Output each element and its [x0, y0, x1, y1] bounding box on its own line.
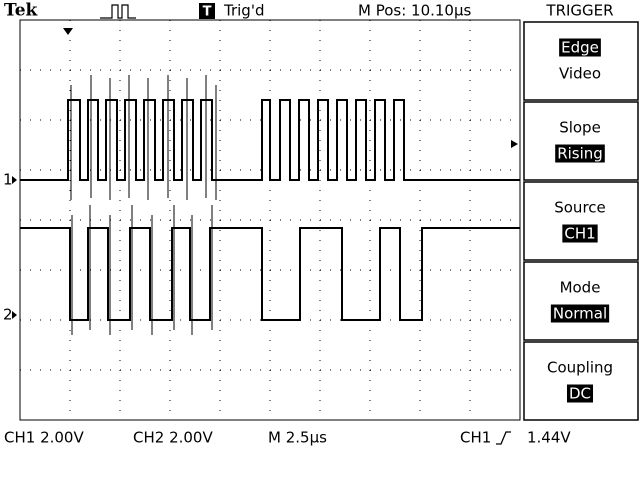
trigger-icon: T	[203, 5, 212, 20]
ch2-arrow	[12, 311, 17, 319]
graticule-border	[19, 19, 521, 421]
ch1-waveform	[20, 99, 520, 181]
menu-option: Video	[559, 65, 601, 83]
menu-option: Edge	[561, 39, 599, 57]
horizontal-position: M Pos: 10.10µs	[358, 2, 472, 20]
menu-value: Normal	[553, 305, 607, 323]
trigger-source: CH1	[460, 429, 491, 447]
menu-title: TRIGGER	[545, 2, 613, 20]
acquisition-icon	[100, 4, 136, 19]
menu-highlight	[555, 144, 605, 163]
timebase: M 2.5µs	[268, 429, 327, 447]
trigger-position-marker	[63, 28, 73, 35]
ch2-waveform	[20, 227, 520, 321]
ch1-marker: 1	[3, 171, 13, 189]
trigger-slope-icon	[496, 431, 511, 445]
menu-highlight	[566, 384, 594, 403]
menu-box	[523, 341, 639, 421]
trigger-level-marker	[511, 140, 518, 148]
menu-value: DC	[569, 385, 591, 403]
menu-box	[523, 101, 639, 181]
trigger-icon-box	[199, 3, 215, 19]
brand: Tek	[4, 1, 39, 21]
menu-highlight	[559, 38, 601, 57]
ch1-ringing	[70, 75, 217, 200]
menu-label: Slope	[559, 119, 601, 137]
menu-value: CH1	[564, 225, 595, 243]
trigger-menu: Edge Video Slope Rising Source CH1 Mode Normal C…	[523, 21, 639, 421]
menu-label: Coupling	[547, 359, 613, 377]
ch2-marker: 2	[3, 306, 13, 324]
ch2-ringing	[71, 205, 213, 335]
trigger-status: Trig'd	[223, 2, 264, 20]
ch2-scale: CH2 2.00V	[133, 429, 213, 447]
menu-value: Rising	[557, 145, 603, 163]
trigger-level: 1.44V	[527, 429, 571, 447]
menu-label: Source	[554, 199, 606, 217]
menu-box	[523, 21, 639, 101]
menu-box	[523, 181, 639, 261]
ch1-scale: CH1 2.00V	[4, 429, 84, 447]
menu-box	[523, 261, 639, 341]
ch1-arrow	[12, 176, 17, 184]
menu-highlight	[562, 224, 598, 243]
menu-highlight	[550, 304, 610, 323]
menu-label: Mode	[560, 279, 601, 297]
